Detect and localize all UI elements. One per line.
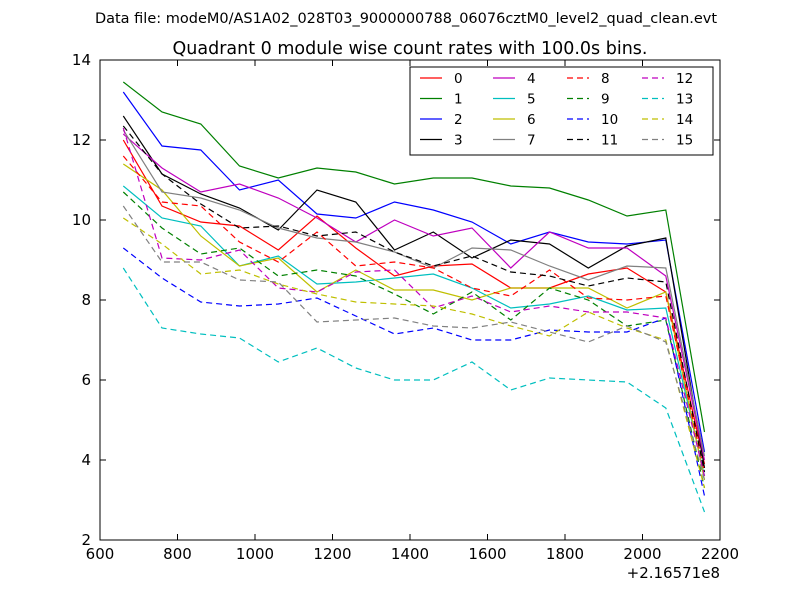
chart-title: Quadrant 0 module wise count rates with … (173, 39, 648, 59)
legend-label-1: 1 (454, 92, 463, 108)
y-tick-label: 10 (72, 211, 91, 229)
legend-label-8: 8 (601, 71, 610, 87)
series-line-1 (122, 81, 706, 433)
series-line-6 (122, 163, 706, 481)
legend-label-0: 0 (454, 71, 463, 87)
legend-label-13: 13 (676, 92, 693, 108)
series-line-11 (122, 125, 706, 473)
x-tick-label: 1200 (313, 545, 351, 563)
series-line-7 (122, 129, 706, 457)
x-tick-label: 1000 (236, 545, 274, 563)
legend-label-10: 10 (601, 112, 618, 128)
legend-label-15: 15 (676, 133, 693, 149)
legend-label-11: 11 (601, 133, 618, 149)
series-line-2 (122, 91, 706, 453)
legend-box (409, 66, 714, 156)
y-tick-label: 14 (72, 51, 91, 69)
series-line-15 (122, 205, 706, 481)
x-tick-label: 2200 (701, 545, 739, 563)
y-tick-label: 4 (81, 451, 91, 469)
y-tick-label: 8 (81, 291, 91, 309)
legend-label-2: 2 (454, 112, 463, 128)
axis-ticks: 600 800 1000 1200 1400 1600 1800 2000 2200246810… (72, 51, 739, 563)
legend-label-6: 6 (527, 112, 536, 128)
series-layer (122, 81, 706, 513)
series-line-10 (122, 247, 706, 497)
y-tick-label: 12 (72, 131, 91, 149)
legend-label-12: 12 (676, 71, 693, 87)
series-line-12 (122, 127, 706, 477)
x-tick-label: 800 (163, 545, 192, 563)
legend-label-4: 4 (527, 71, 536, 87)
legend-label-5: 5 (527, 92, 536, 108)
series-line-3 (122, 115, 706, 469)
legend-label-9: 9 (601, 92, 610, 108)
series-line-5 (122, 185, 706, 477)
series-line-4 (122, 133, 706, 461)
x-axis-offset-label: +2.16571e8 (627, 564, 720, 582)
series-line-14 (122, 217, 706, 489)
legend-label-7: 7 (527, 133, 536, 149)
y-tick-label: 2 (81, 531, 91, 549)
y-tick-label: 6 (81, 371, 91, 389)
x-tick-label: 1600 (468, 545, 506, 563)
legend-label-3: 3 (454, 133, 463, 149)
x-tick-label: 1800 (546, 545, 584, 563)
legend-label-14: 14 (676, 112, 693, 128)
chart-suptitle: Data file: modeM0/AS1A02_028T03_90000007… (95, 11, 717, 27)
series-line-0 (122, 139, 706, 465)
x-tick-label: 600 (86, 545, 115, 563)
series-line-8 (122, 155, 706, 473)
x-tick-label: 2000 (623, 545, 661, 563)
x-tick-label: 1400 (391, 545, 429, 563)
series-line-13 (122, 267, 706, 513)
